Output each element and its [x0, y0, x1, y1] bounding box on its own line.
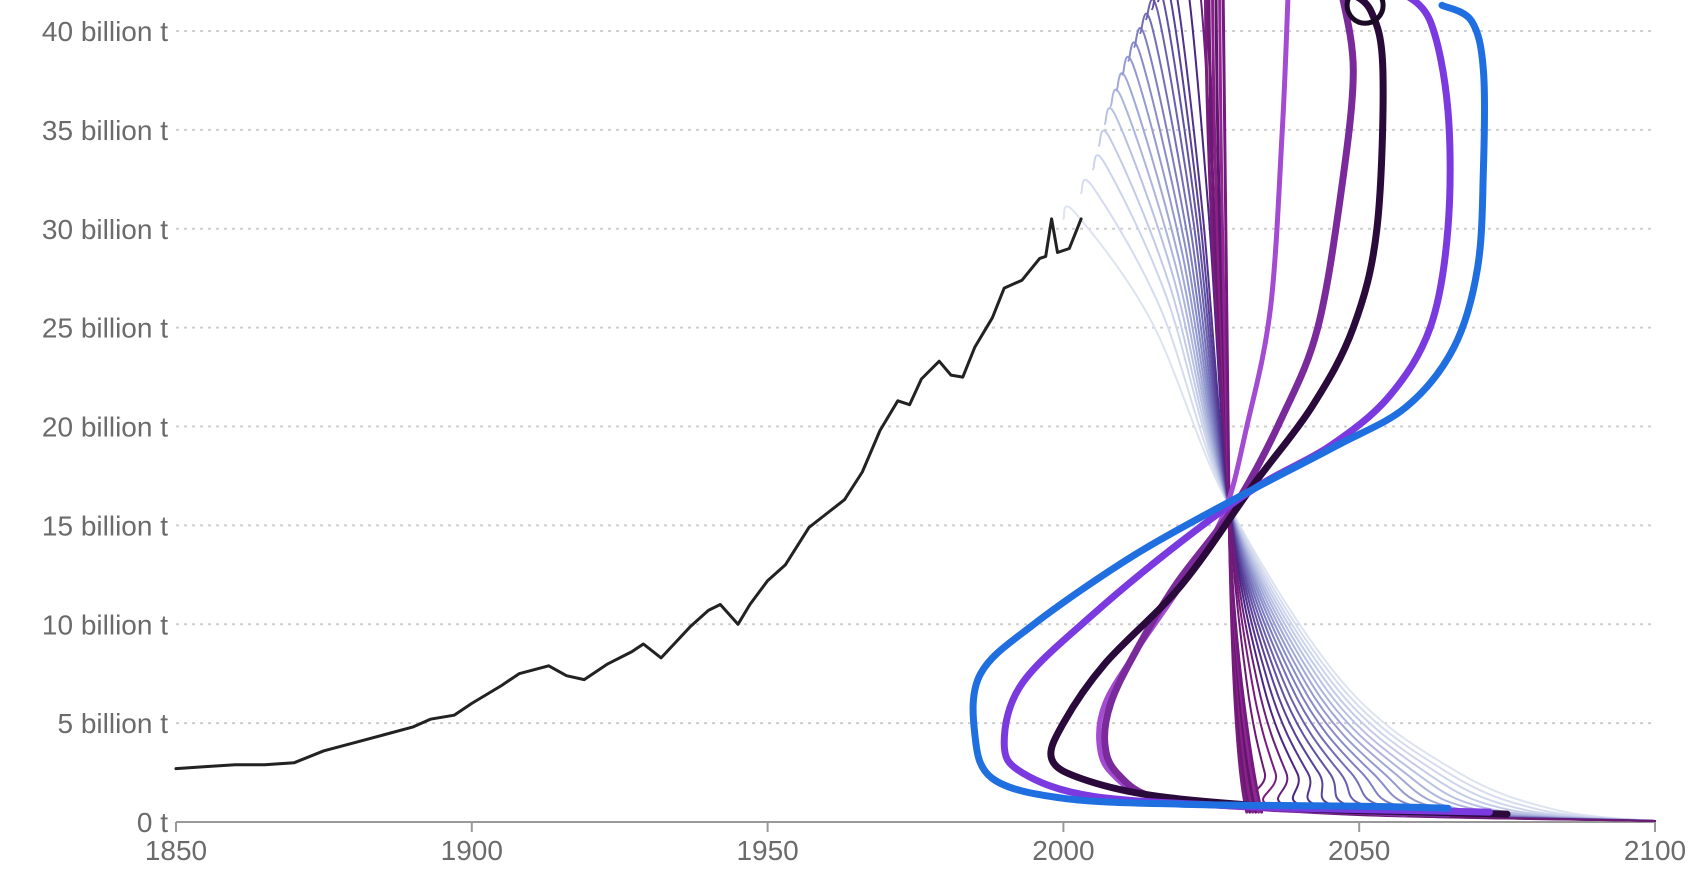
- y-tick-label: 25 billion t: [42, 313, 168, 344]
- x-tick-label: 2050: [1328, 835, 1390, 866]
- y-axis-tick-labels: 0 t 5 billion t 10 billion t 15 billion t 20…: [42, 16, 168, 838]
- y-tick-label: 20 billion t: [42, 412, 168, 443]
- y-tick-label: 5 billion t: [57, 708, 168, 739]
- y-tick-label: 0 t: [137, 807, 168, 838]
- convergence-strand: [1221, 0, 1264, 814]
- faint-scenario-curve: [1188, 0, 1656, 822]
- historical-emissions-line: [174, 217, 1083, 771]
- y-tick-label: 40 billion t: [42, 16, 168, 47]
- faint-scenario-curve: [1080, 178, 1656, 822]
- x-tick-label: 2000: [1032, 835, 1094, 866]
- y-tick-label: 30 billion t: [42, 214, 168, 245]
- historical-series: [174, 217, 1083, 771]
- faint-scenario-curve: [1062, 205, 1656, 822]
- faint-scenario-curves: [1062, 0, 1656, 822]
- faint-scenario-curve: [1097, 129, 1656, 822]
- faint-scenario-curve: [1115, 72, 1656, 822]
- y-tick-label: 35 billion t: [42, 115, 168, 146]
- y-tick-label: 15 billion t: [42, 510, 168, 541]
- bold-scenario-curves: [969, 0, 1511, 818]
- y-tick-label: 10 billion t: [42, 609, 168, 640]
- x-tick-label: 1850: [145, 835, 207, 866]
- bold-scenario-curve: [1096, 0, 1409, 817]
- bold-scenario-curve: [969, 1, 1489, 812]
- curve-loop-marker: [1344, 0, 1386, 26]
- bold-scenario-curve: [1000, 0, 1493, 816]
- faint-scenario-curve: [1092, 154, 1656, 822]
- x-tick-label: 1950: [736, 835, 798, 866]
- gridlines: [175, 30, 1656, 832]
- faint-scenario-curve: [1199, 0, 1656, 822]
- x-axis-tick-labels: 1850 1900 1950 2000 2050 2100: [145, 835, 1686, 866]
- x-tick-label: 1900: [441, 835, 503, 866]
- faint-scenario-curve: [1103, 107, 1656, 822]
- x-tick-label: 2100: [1624, 835, 1686, 866]
